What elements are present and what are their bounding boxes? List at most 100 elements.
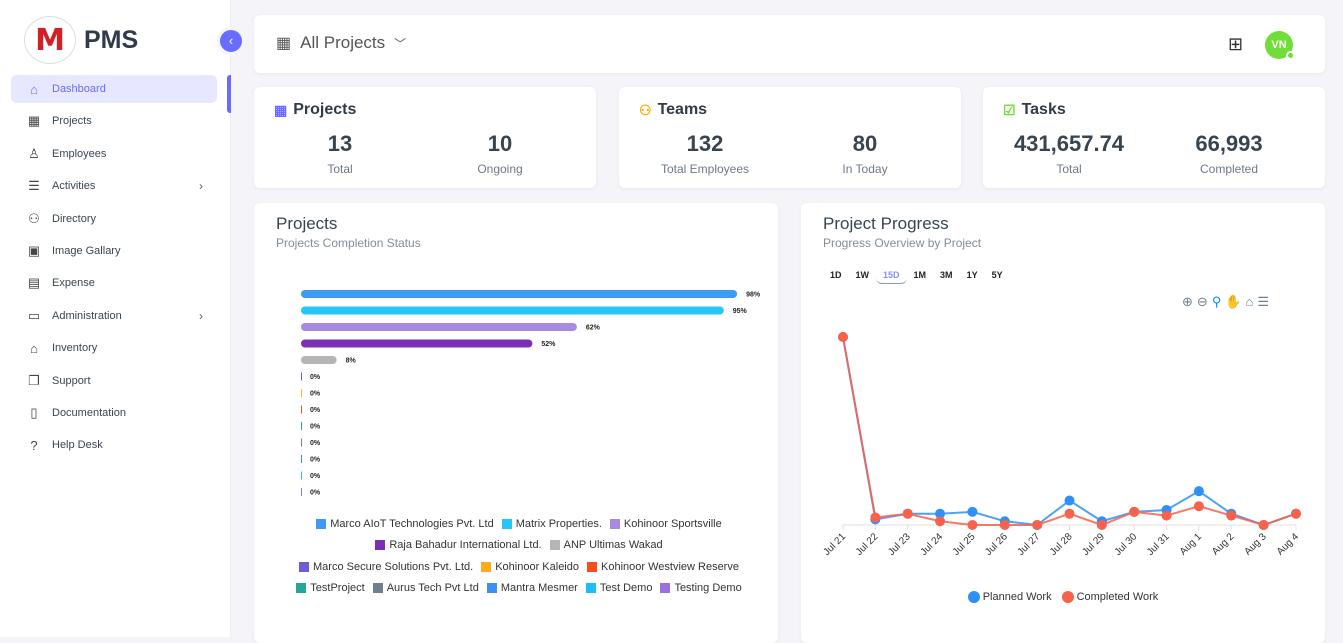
reset-home-icon[interactable]: ⌂ — [1245, 294, 1254, 309]
bar[interactable] — [301, 290, 738, 298]
bar[interactable] — [301, 471, 302, 480]
legend-marker — [1061, 591, 1074, 603]
legend-item[interactable]: Kohinoor Kaleido — [481, 556, 579, 578]
apps-grid-icon[interactable]: ⊞ — [1228, 34, 1244, 54]
zoom-in-icon[interactable]: ⊕ — [1182, 294, 1193, 309]
sidebar-item-dashboard[interactable]: ⌂ Dashboard — [11, 75, 217, 103]
data-point[interactable] — [1226, 510, 1237, 521]
range-1d[interactable]: 1D — [830, 270, 842, 280]
sidebar-item-label: Image Gallary — [52, 244, 121, 257]
legend-item[interactable]: Marco Secure Solutions Pvt. Ltd. — [299, 556, 473, 578]
legend-item[interactable]: Kohinoor Sportsville — [609, 513, 722, 535]
range-1w[interactable]: 1W — [855, 270, 870, 280]
stat-card-teams: ⚇ Teams 132 Total Employees 80 In Today — [619, 87, 961, 188]
legend-swatch — [296, 583, 307, 594]
avatar[interactable]: VN — [1265, 31, 1295, 60]
legend-item[interactable]: Completed Work — [1061, 591, 1158, 603]
legend-item[interactable]: TestProject — [296, 578, 365, 600]
data-point[interactable] — [1064, 495, 1075, 506]
data-point[interactable] — [1291, 508, 1301, 519]
data-point[interactable] — [1064, 508, 1075, 519]
legend-label: Planned Work — [982, 591, 1052, 603]
sidebar-item-directory[interactable]: ⚇ Directory — [11, 205, 217, 233]
data-point[interactable] — [967, 506, 978, 517]
data-point[interactable] — [935, 508, 946, 519]
legend-label: Matrix Properties. — [515, 517, 602, 530]
menu-icon[interactable]: ☰ — [1257, 294, 1270, 309]
bar[interactable] — [301, 372, 302, 381]
legend-item[interactable]: Matrix Properties. — [501, 513, 602, 535]
bar[interactable] — [301, 405, 302, 414]
bar[interactable] — [301, 306, 724, 315]
stat-card-tasks: ☑ Tasks 431,657.74 Total 66,993 Completed — [983, 87, 1325, 188]
bar[interactable] — [301, 455, 302, 463]
top-header: ▦ All Projects ﹀ ⊞ VN — [254, 15, 1325, 73]
data-point[interactable] — [999, 520, 1010, 530]
legend-item[interactable]: Kohinoor Westview Reserve — [587, 556, 739, 578]
data-point[interactable] — [1096, 520, 1107, 530]
legend-item[interactable]: Marco AIoT Technologies Pvt. Ltd — [316, 513, 494, 535]
sidebar-item-projects[interactable]: ▦ Projects — [11, 107, 217, 135]
range-15d[interactable]: 15D — [876, 267, 907, 284]
sidebar-item-support[interactable]: ❐ Support — [11, 367, 217, 395]
chevron-left-icon[interactable]: ‹ — [217, 27, 245, 55]
sidebar-item-help-desk[interactable]: ? Help Desk — [11, 431, 217, 459]
bar[interactable] — [301, 438, 302, 447]
data-point[interactable] — [870, 512, 881, 523]
bar[interactable] — [301, 323, 577, 331]
legend-item[interactable]: ANP Ultimas Wakad — [549, 535, 663, 557]
data-point[interactable] — [902, 508, 913, 519]
stat-value: 431,657.74 — [1013, 131, 1125, 156]
legend-item[interactable]: Raja Bahadur International Ltd. — [375, 535, 542, 557]
chart-toolbar: ⊕ ⊖ ⚲ ✋ ⌂ ☰ — [1182, 294, 1269, 310]
line-legend: Planned Work Completed Work — [801, 591, 1325, 603]
range-5y[interactable]: 5Y — [991, 270, 1003, 280]
bar[interactable] — [301, 422, 302, 430]
legend-item[interactable]: Test Demo — [585, 578, 652, 600]
data-point[interactable] — [1258, 520, 1269, 530]
sidebar-item-employees[interactable]: ♙ Employees — [11, 140, 217, 168]
sidebar-item-inventory[interactable]: ⌂ Inventory — [11, 334, 217, 362]
sidebar-item-activities[interactable]: ☰ Activities › — [11, 172, 217, 200]
brand-name: PMS — [84, 26, 139, 54]
task-clipboard-icon: ☑ — [1003, 101, 1016, 118]
x-tick-label: Jul 27 — [1016, 531, 1043, 558]
data-point[interactable] — [935, 516, 946, 527]
legend-item[interactable]: Aurus Tech Pvt Ltd — [372, 578, 479, 600]
data-point[interactable] — [838, 332, 848, 342]
data-point[interactable] — [1032, 520, 1043, 530]
chevron-right-icon: › — [199, 308, 203, 323]
legend-item[interactable]: Testing Demo — [660, 578, 742, 600]
range-1m[interactable]: 1M — [913, 270, 927, 280]
range-3m[interactable]: 3M — [940, 270, 953, 280]
legend-swatch — [481, 561, 492, 572]
data-point[interactable] — [967, 520, 978, 530]
legend-label: Kohinoor Sportsville — [623, 517, 722, 530]
sidebar-item-documentation[interactable]: ▯ Documentation — [11, 399, 217, 427]
bar[interactable] — [301, 488, 302, 496]
selection-zoom-icon[interactable]: ⚲ — [1211, 294, 1222, 309]
data-point[interactable] — [1161, 510, 1172, 521]
zoom-out-icon[interactable]: ⊖ — [1196, 294, 1208, 309]
sidebar-item-expense[interactable]: ▤ Expense — [11, 269, 217, 297]
bar[interactable] — [301, 356, 337, 364]
pan-hand-icon[interactable]: ✋ — [1225, 294, 1242, 309]
logo[interactable]: M — [24, 16, 76, 64]
legend-item[interactable]: Planned Work — [967, 591, 1052, 603]
data-point[interactable] — [1193, 486, 1204, 497]
legend-swatch — [316, 518, 327, 529]
sidebar-item-image-gallary[interactable]: ▣ Image Gallary — [11, 237, 217, 265]
stat-label: Ongoing — [477, 162, 523, 176]
legend-swatch — [585, 583, 596, 594]
x-tick-label: Jul 24 — [919, 531, 946, 558]
project-selector[interactable]: ▦ All Projects ﹀ — [276, 33, 406, 53]
bar[interactable] — [301, 389, 302, 397]
data-point[interactable] — [1193, 501, 1204, 512]
bar[interactable] — [301, 339, 533, 348]
bar-value-label: 52% — [541, 341, 556, 348]
legend-item[interactable]: Mantra Mesmer — [486, 578, 578, 600]
sidebar-item-administration[interactable]: ▭ Administration › — [11, 302, 217, 330]
building-icon: ▦ — [274, 101, 288, 118]
range-1y[interactable]: 1Y — [966, 270, 978, 280]
data-point[interactable] — [1129, 506, 1140, 517]
